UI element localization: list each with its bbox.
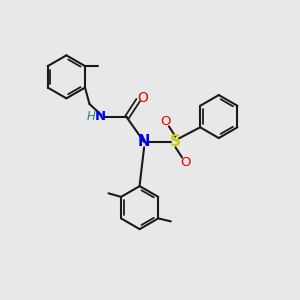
Text: O: O xyxy=(180,156,191,169)
Text: S: S xyxy=(170,134,181,149)
Text: N: N xyxy=(95,110,106,123)
Text: O: O xyxy=(137,91,148,105)
Text: N: N xyxy=(138,134,150,149)
Text: O: O xyxy=(160,115,171,128)
Text: H: H xyxy=(87,110,96,123)
